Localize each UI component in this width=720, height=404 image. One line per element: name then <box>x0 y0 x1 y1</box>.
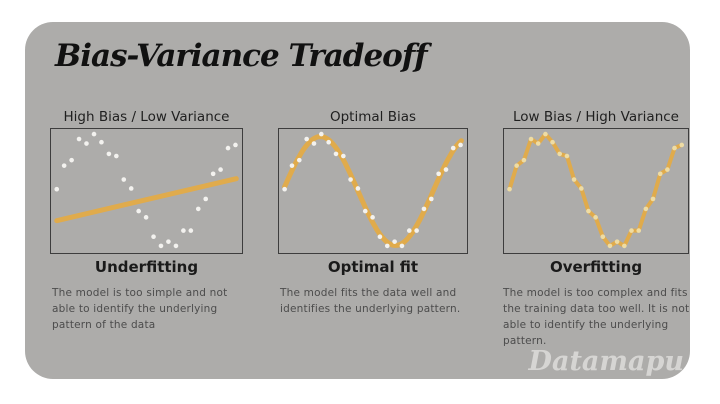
data-point <box>665 167 670 172</box>
data-point <box>436 171 441 177</box>
data-point <box>535 141 541 146</box>
data-point <box>61 163 67 168</box>
data-point <box>657 171 663 177</box>
panel-optimal-fit: Optimal Bias Optimal fit The model fits … <box>278 108 468 317</box>
fit-line <box>54 176 239 224</box>
data-point <box>614 239 620 244</box>
data-point <box>91 131 97 137</box>
data-point <box>203 196 209 202</box>
data-point <box>586 208 591 214</box>
data-point <box>377 234 383 240</box>
data-point <box>622 243 627 249</box>
data-point <box>543 131 548 137</box>
data-point <box>636 228 642 233</box>
data-point <box>507 186 512 192</box>
plot-box-overfitting <box>503 128 689 254</box>
data-point <box>69 157 74 163</box>
data-point <box>600 234 606 240</box>
data-point <box>672 145 677 151</box>
data-point <box>304 136 309 142</box>
data-point <box>114 153 119 159</box>
data-point <box>128 186 134 191</box>
data-point <box>84 141 89 146</box>
data-point <box>333 151 339 157</box>
scatter-plot-underfitting <box>54 131 239 249</box>
panel-header-low-bias: Low Bias / High Variance <box>513 109 679 125</box>
data-point <box>225 145 231 151</box>
data-point <box>679 142 685 148</box>
data-point <box>311 141 317 146</box>
infographic-card: Bias-Variance Tradeoff High Bias / Low V… <box>25 22 690 379</box>
data-point <box>643 206 649 212</box>
plot-box-underfitting <box>50 128 243 254</box>
data-point <box>289 163 295 168</box>
data-point <box>593 215 598 220</box>
data-point <box>650 196 656 202</box>
panel-caption-underfitting: Underfitting <box>94 258 199 276</box>
data-point <box>392 239 397 244</box>
data-point <box>54 186 60 192</box>
data-point <box>414 228 419 233</box>
data-point <box>406 228 412 233</box>
data-point <box>121 177 127 182</box>
data-point <box>528 136 534 142</box>
panel-description-overfitting: The model is too complex and fits the tr… <box>503 287 690 347</box>
data-point <box>143 215 149 220</box>
data-point <box>326 139 331 145</box>
panel-overfitting: Low Bias / High Variance Overfitting The… <box>503 108 689 349</box>
data-point <box>458 142 463 148</box>
data-point <box>428 196 434 202</box>
panel-header-optimal-bias: Optimal Bias <box>329 109 417 125</box>
data-point <box>166 239 171 244</box>
panel-description-optimal-fit: The model fits the data well and identif… <box>280 287 461 315</box>
data-point <box>181 228 186 233</box>
data-point <box>521 157 527 163</box>
fit-sine <box>282 134 464 248</box>
data-point <box>348 177 353 182</box>
watermark-logo: Datamapu <box>528 346 684 377</box>
data-point <box>384 243 390 249</box>
data-point <box>233 142 238 148</box>
data-point <box>443 167 449 172</box>
data-point <box>188 228 194 233</box>
data-point <box>450 145 456 151</box>
data-point <box>210 171 216 177</box>
data-point <box>158 243 164 249</box>
panel-description-underfitting: The model is too simple and not able to … <box>52 287 228 331</box>
data-point <box>362 208 368 214</box>
data-point <box>341 153 346 159</box>
data-point <box>355 186 361 191</box>
data-point <box>99 139 104 145</box>
data-point <box>136 208 141 214</box>
data-point <box>282 186 287 192</box>
panel-header-high-bias: High Bias / Low Variance <box>63 109 230 125</box>
data-point <box>173 243 179 249</box>
data-point <box>218 167 223 172</box>
panel-caption-optimal-fit: Optimal fit <box>327 258 419 276</box>
data-point <box>319 131 324 137</box>
data-point <box>151 234 156 240</box>
data-point <box>550 139 555 145</box>
data-point <box>399 243 405 249</box>
data-point <box>106 151 112 157</box>
fit-polyline <box>507 132 684 248</box>
data-point <box>370 215 375 220</box>
data-point <box>421 206 427 212</box>
plot-box-optimal-fit <box>278 128 468 254</box>
panel-caption-overfitting: Overfitting <box>549 258 643 276</box>
data-point <box>195 206 201 212</box>
data-point <box>76 136 82 142</box>
data-point <box>607 243 613 249</box>
data-point <box>296 157 302 163</box>
page-title: Bias-Variance Tradeoff <box>55 38 428 74</box>
data-point <box>564 153 570 159</box>
scatter-plot-overfitting <box>507 131 685 249</box>
data-point <box>514 163 519 168</box>
data-point <box>629 228 634 233</box>
data-point <box>579 186 584 191</box>
panel-underfitting: High Bias / Low Variance Underfitting Th… <box>50 108 243 333</box>
data-point <box>557 151 563 157</box>
scatter-plot-optimal-fit <box>282 131 464 249</box>
data-point <box>571 177 577 182</box>
